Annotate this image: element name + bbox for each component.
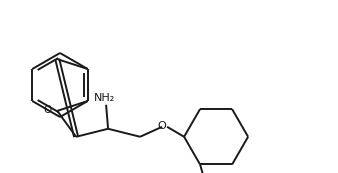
Text: NH₂: NH₂ bbox=[94, 93, 115, 103]
Text: O: O bbox=[158, 121, 166, 131]
Text: O: O bbox=[43, 105, 51, 115]
